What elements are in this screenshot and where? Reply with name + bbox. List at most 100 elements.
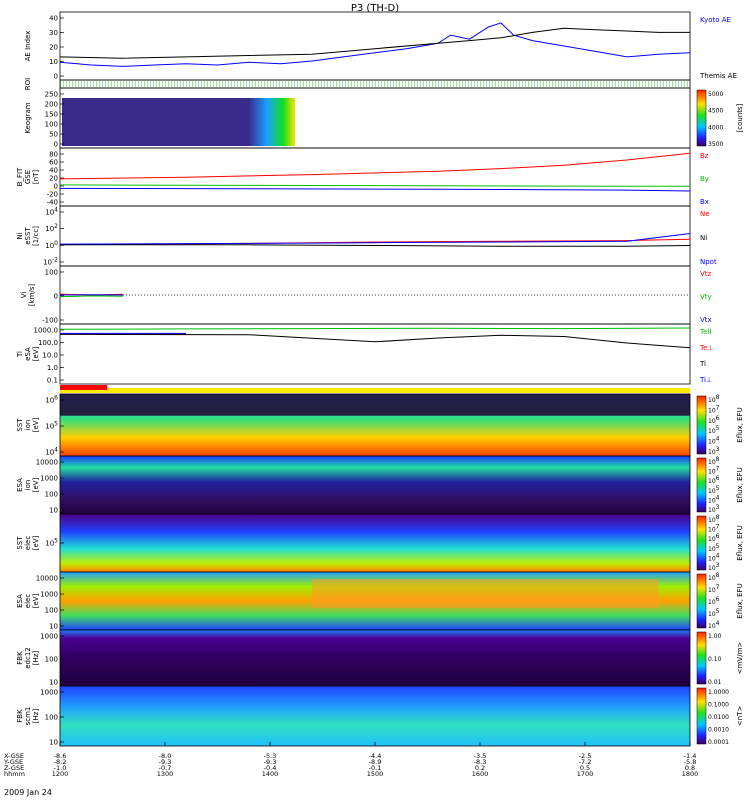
- y-axis-label: FBK: [16, 709, 24, 723]
- y-tick-label: 100: [45, 656, 58, 664]
- colorbar: [696, 515, 707, 571]
- colorbar-tick-label: 108: [708, 572, 720, 582]
- legend-entry: Ne: [700, 210, 710, 218]
- x-tick-label: -5.8: [684, 758, 697, 766]
- y-tick-label: 100: [45, 714, 58, 722]
- y-axis-label: GSE: [24, 170, 32, 184]
- y-axis-label: [eV]: [32, 535, 40, 550]
- y-tick-label: 60: [49, 159, 58, 167]
- colorbar: [696, 631, 707, 685]
- x-tick-label: -0.1: [369, 764, 382, 772]
- y-tick-label: 40: [49, 167, 58, 175]
- colorbar-tick-label: 108: [708, 514, 720, 524]
- panel-esa_elec: ESA elec [eV] 10000 1000 100 10 108 107 106 105 104…: [16, 571, 744, 631]
- keogram-image: [62, 98, 296, 146]
- colorbar-tick-label: 105: [708, 608, 720, 618]
- y-tick-label: -20: [47, 191, 58, 199]
- y-tick-label: -40: [47, 199, 58, 207]
- panel-roi: ROI: [24, 78, 691, 90]
- colorbar-tick-label: 106: [708, 596, 720, 606]
- colorbar-tick-label: 103: [708, 562, 720, 572]
- y-axis-label: SST: [16, 418, 24, 432]
- panel-frame: [59, 11, 691, 81]
- colorbar-tick-label: 104: [708, 552, 720, 562]
- colorbar-tick-label: 0.0010: [708, 727, 729, 734]
- y-axis-label: elec: [24, 536, 32, 551]
- y-axis-label: [Hz]: [32, 709, 40, 724]
- legend-entry: Vtx: [700, 316, 712, 324]
- panel-temperature: Ti eSA [eV]1000.0100.010.01.00.1TellTe⊥TiT…: [16, 323, 714, 385]
- panel-velocity: Vi [km/s] 100 0 -100 Vtz Vty Vtx: [20, 265, 712, 325]
- y-axis-label: SST: [16, 536, 24, 550]
- y-tick-label: 100: [45, 269, 58, 277]
- y-tick-label: 1000: [40, 475, 58, 483]
- colorbar-tick-label: 104: [708, 494, 720, 504]
- y-axis-label: eSA: [24, 347, 32, 361]
- y-axis-label: ion: [24, 420, 32, 431]
- x-tick-label: 0.2: [475, 764, 485, 772]
- y-tick-label: 150: [45, 111, 58, 119]
- colorbar: [696, 395, 707, 455]
- y-axis-label: Vi: [20, 292, 28, 299]
- x-tick-label: -3.5: [474, 752, 487, 760]
- colorbar-tick-label: 1.00: [708, 633, 722, 640]
- y-axis-label: ESA: [16, 478, 24, 492]
- y-tick-label: 10: [49, 679, 58, 687]
- roi-bar-red: [60, 385, 108, 390]
- colorbar-tick-label: 0.0100: [708, 714, 729, 721]
- colorbar-tick-label: 1.0000: [708, 689, 729, 696]
- colorbar-tick-label: 4000: [708, 124, 723, 131]
- y-tick-label: 10000: [36, 575, 58, 583]
- y-axis-label: [nT]: [32, 170, 40, 184]
- spectrogram-fbk_scm1: [60, 686, 690, 746]
- y-axis-label: ROI: [24, 78, 32, 90]
- y-tick-label: 106: [45, 395, 58, 405]
- colorbar-tick-label: 0.1000: [708, 702, 729, 709]
- x-tick-label: -9.3: [159, 758, 172, 766]
- y-tick-label: -100: [42, 317, 58, 325]
- spectrogram-sst_elec: [60, 514, 690, 572]
- y-axis-label: [km/s]: [28, 284, 36, 307]
- colorbar-label: <mV/m>: [736, 642, 744, 675]
- spectrogram-esa_ion: [60, 456, 690, 514]
- legend-entry: Bz: [700, 152, 709, 160]
- colorbar: [696, 687, 707, 745]
- colorbar-tick-label: 106: [708, 533, 720, 543]
- y-axis-label: scm1: [24, 707, 32, 726]
- panel-frame: [59, 205, 691, 267]
- y-axis-label: [eV]: [32, 346, 40, 361]
- y-tick-label: 104: [45, 207, 58, 217]
- y-axis-label: AE Index: [24, 31, 32, 62]
- y-tick-label: 0: [54, 293, 58, 301]
- colorbar-label: Eflux, EFU: [736, 583, 744, 618]
- y-tick-label: 20: [49, 44, 58, 52]
- series-line: [59, 152, 691, 180]
- colorbar-tick-label: 105: [708, 425, 720, 435]
- colorbar-tick-label: 106: [708, 475, 720, 485]
- series-line: [60, 244, 691, 247]
- legend-entry: Npot: [700, 258, 717, 266]
- y-axis-label: ion: [24, 480, 32, 491]
- legend-entry: Kyoto AE: [700, 16, 731, 24]
- x-tick-label: -5.3: [264, 752, 277, 760]
- x-axis-row-label: Y-GSE: [3, 758, 23, 766]
- x-tick-label: -8.3: [474, 758, 487, 766]
- y-axis-label: Ti: [16, 351, 24, 358]
- panel-fbk_edc12: FBK edc12 [Hz] 1000 100 10 1.00 0.10 0.01 <mV/m>: [16, 629, 744, 687]
- y-tick-label: 40: [49, 15, 58, 23]
- y-tick-label: 0: [54, 183, 58, 191]
- y-tick-label: 10: [49, 507, 58, 515]
- y-tick-label: 10-2: [43, 257, 58, 267]
- y-axis-label: [eV]: [32, 593, 40, 608]
- panel-frame: [59, 147, 691, 207]
- y-tick-label: 105: [45, 421, 58, 431]
- colorbar-label: Eflux, EFU: [736, 467, 744, 502]
- colorbar-label: Eflux, EFU: [736, 407, 744, 442]
- legend-entry: Ti: [699, 360, 706, 368]
- x-tick-label: 1700: [577, 770, 594, 778]
- x-tick-label: 1500: [367, 770, 384, 778]
- spectrogram-fbk_edc12: [60, 630, 690, 686]
- y-axis-label: edc12: [24, 647, 32, 669]
- y-tick-label: 10.0: [42, 352, 58, 360]
